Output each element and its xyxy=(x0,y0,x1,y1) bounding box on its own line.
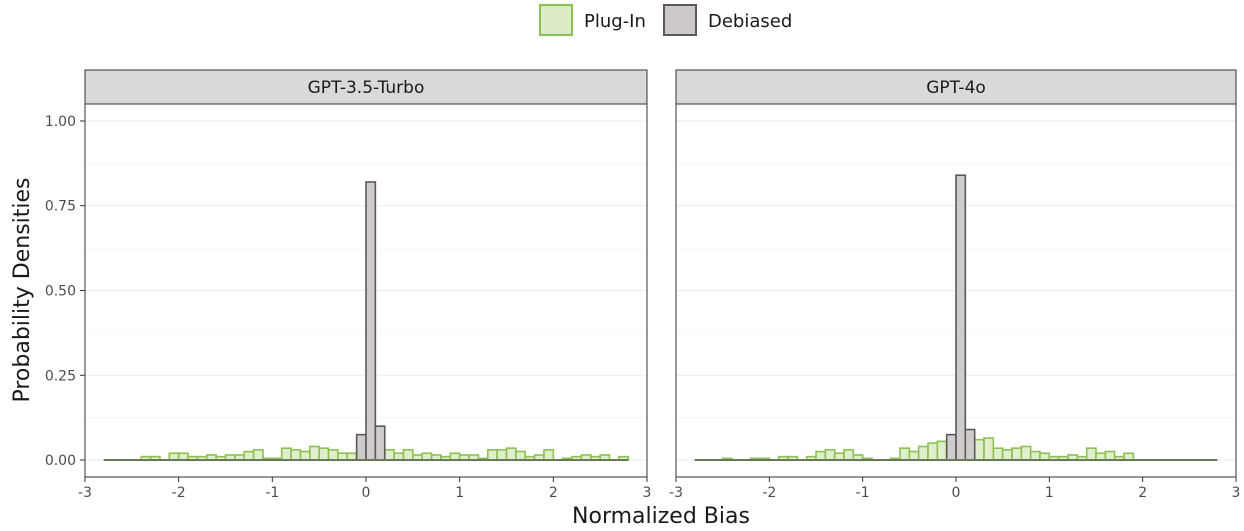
y-tick-label: 0.75 xyxy=(45,199,76,215)
plug-in-bar xyxy=(393,452,405,461)
y-axis: 0.00 0.25 0.50 0.75 1.00 xyxy=(45,114,85,469)
panel-gpt-3-5-turbo: GPT-3.5-Turbo -3 -2 -1 0 1 2 3 0.00 0.25 0.50 0.7… xyxy=(45,69,651,501)
plug-in-bar xyxy=(936,440,948,461)
plug-in-bar xyxy=(927,442,939,461)
plug-in-bar xyxy=(983,437,995,461)
plot-border xyxy=(675,103,1237,478)
debiased-bar xyxy=(355,433,367,461)
x-tick-label: 0 xyxy=(362,485,371,501)
plug-in-bar xyxy=(252,449,264,461)
legend-label-plug-in: Plug-In xyxy=(584,11,646,32)
x-tick-label: 3 xyxy=(643,485,652,501)
plug-in-bar xyxy=(177,452,189,461)
plug-in-bar xyxy=(815,450,827,461)
legend-swatch-debiased xyxy=(663,4,697,36)
plug-in-bar xyxy=(505,447,517,461)
plug-in-bar xyxy=(515,450,527,461)
x-tick-label: 2 xyxy=(549,485,558,501)
plug-in-bar xyxy=(917,445,929,461)
x-tick-label: -2 xyxy=(762,485,776,501)
x-tick-label: 1 xyxy=(455,485,464,501)
x-tick-label: 3 xyxy=(1232,485,1241,501)
plug-in-bar xyxy=(833,452,845,461)
plug-in-bar xyxy=(346,452,358,461)
plug-in-bar xyxy=(1001,449,1013,461)
plug-in-bar xyxy=(449,452,461,461)
debiased-bar xyxy=(365,181,377,461)
plot-border xyxy=(84,103,648,478)
plug-in-bar xyxy=(1039,452,1051,461)
panel-strip xyxy=(84,69,648,105)
x-axis-title: Normalized Bias xyxy=(572,504,750,529)
plug-in-bar xyxy=(1029,450,1041,461)
plug-in-bar xyxy=(496,449,508,461)
plug-in-bar xyxy=(908,450,920,461)
x-tick-label: -1 xyxy=(856,485,870,501)
plug-in-bar xyxy=(543,449,555,461)
plug-in-bar xyxy=(1020,445,1032,461)
y-tick-label: 0.50 xyxy=(45,284,76,300)
plug-in-bar xyxy=(402,449,414,461)
plug-in-bar xyxy=(824,449,836,461)
plug-in-bar xyxy=(299,450,311,461)
y-axis-title: Probability Densities xyxy=(10,177,35,402)
plug-in-bar xyxy=(1104,450,1116,461)
plug-in-bar xyxy=(421,452,433,461)
plug-in-bar xyxy=(1085,447,1097,461)
plug-in-bar xyxy=(318,447,330,461)
plug-in-bar xyxy=(992,447,1004,461)
y-tick-label: 1.00 xyxy=(45,114,76,130)
panel-gpt-4o: GPT-4o -3 -2 -1 0 1 2 3 xyxy=(669,69,1240,501)
y-tick-label: 0.00 xyxy=(45,453,76,469)
x-axis: -3 -2 -1 0 1 2 3 xyxy=(669,477,1240,501)
x-tick-label: 0 xyxy=(952,485,961,501)
legend-swatch-plug-in xyxy=(539,4,573,36)
plug-in-bar xyxy=(280,447,292,461)
panel-strip xyxy=(675,69,1237,105)
plug-in-bar xyxy=(486,449,498,461)
debiased-bar xyxy=(964,428,976,461)
plug-in-bar xyxy=(290,449,302,461)
x-tick-label: 2 xyxy=(1138,485,1147,501)
debiased-bar xyxy=(955,174,967,461)
y-tick-label: 0.25 xyxy=(45,368,76,384)
x-tick-label: -2 xyxy=(172,485,186,501)
plug-in-bar xyxy=(1011,447,1023,461)
plug-in-bar xyxy=(337,452,349,461)
plug-in-bar xyxy=(1095,452,1107,461)
x-tick-label: 1 xyxy=(1045,485,1054,501)
legend: Plug-In Debiased xyxy=(539,4,792,36)
panel-title: GPT-4o xyxy=(926,78,986,98)
plug-in-bar xyxy=(327,449,339,461)
plug-in-bar xyxy=(843,449,855,461)
plug-in-bar xyxy=(308,445,320,461)
plug-in-bar xyxy=(899,447,911,461)
plug-in-bar xyxy=(973,438,985,461)
x-tick-label: -1 xyxy=(265,485,279,501)
plug-in-bar xyxy=(383,449,395,461)
x-axis: -3 -2 -1 0 1 2 3 xyxy=(78,477,651,501)
panel-title: GPT-3.5-Turbo xyxy=(308,78,425,98)
debiased-bar xyxy=(374,425,386,461)
plug-in-bar xyxy=(168,452,180,461)
x-tick-label: -3 xyxy=(78,485,92,501)
x-tick-label: -3 xyxy=(669,485,683,501)
plug-in-bar xyxy=(1123,452,1135,461)
debiased-bar xyxy=(945,433,957,461)
legend-label-debiased: Debiased xyxy=(708,11,792,32)
plug-in-bar xyxy=(243,450,255,461)
